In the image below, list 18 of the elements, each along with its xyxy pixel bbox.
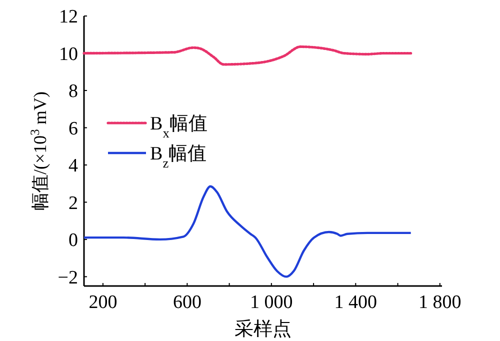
x-axis-title: 采样点 [234,319,292,340]
x-tick-label: 1 000 [250,292,293,313]
line-series [82,185,412,278]
x-tick-label: 1 400 [334,292,378,313]
legend-label: B$_{x}$幅值 [150,114,208,140]
y-tick-label: 2 [68,192,78,214]
y-tick-label: 4 [68,156,78,177]
y-tick-label: −2 [58,267,78,288]
y-tick-label: 6 [68,118,78,140]
y-tick-label: 0 [68,230,78,252]
x-tick-label: 200 [88,292,118,313]
x-tick-label: 600 [172,292,202,313]
x-tick-label: 1 800 [418,292,462,313]
y-tick-label: 8 [68,81,78,102]
legend-label: B$_{z}$幅值 [150,144,207,170]
y-tick-label: 10 [59,44,78,65]
y-tick-label: 12 [59,6,78,28]
line-series [82,45,412,66]
